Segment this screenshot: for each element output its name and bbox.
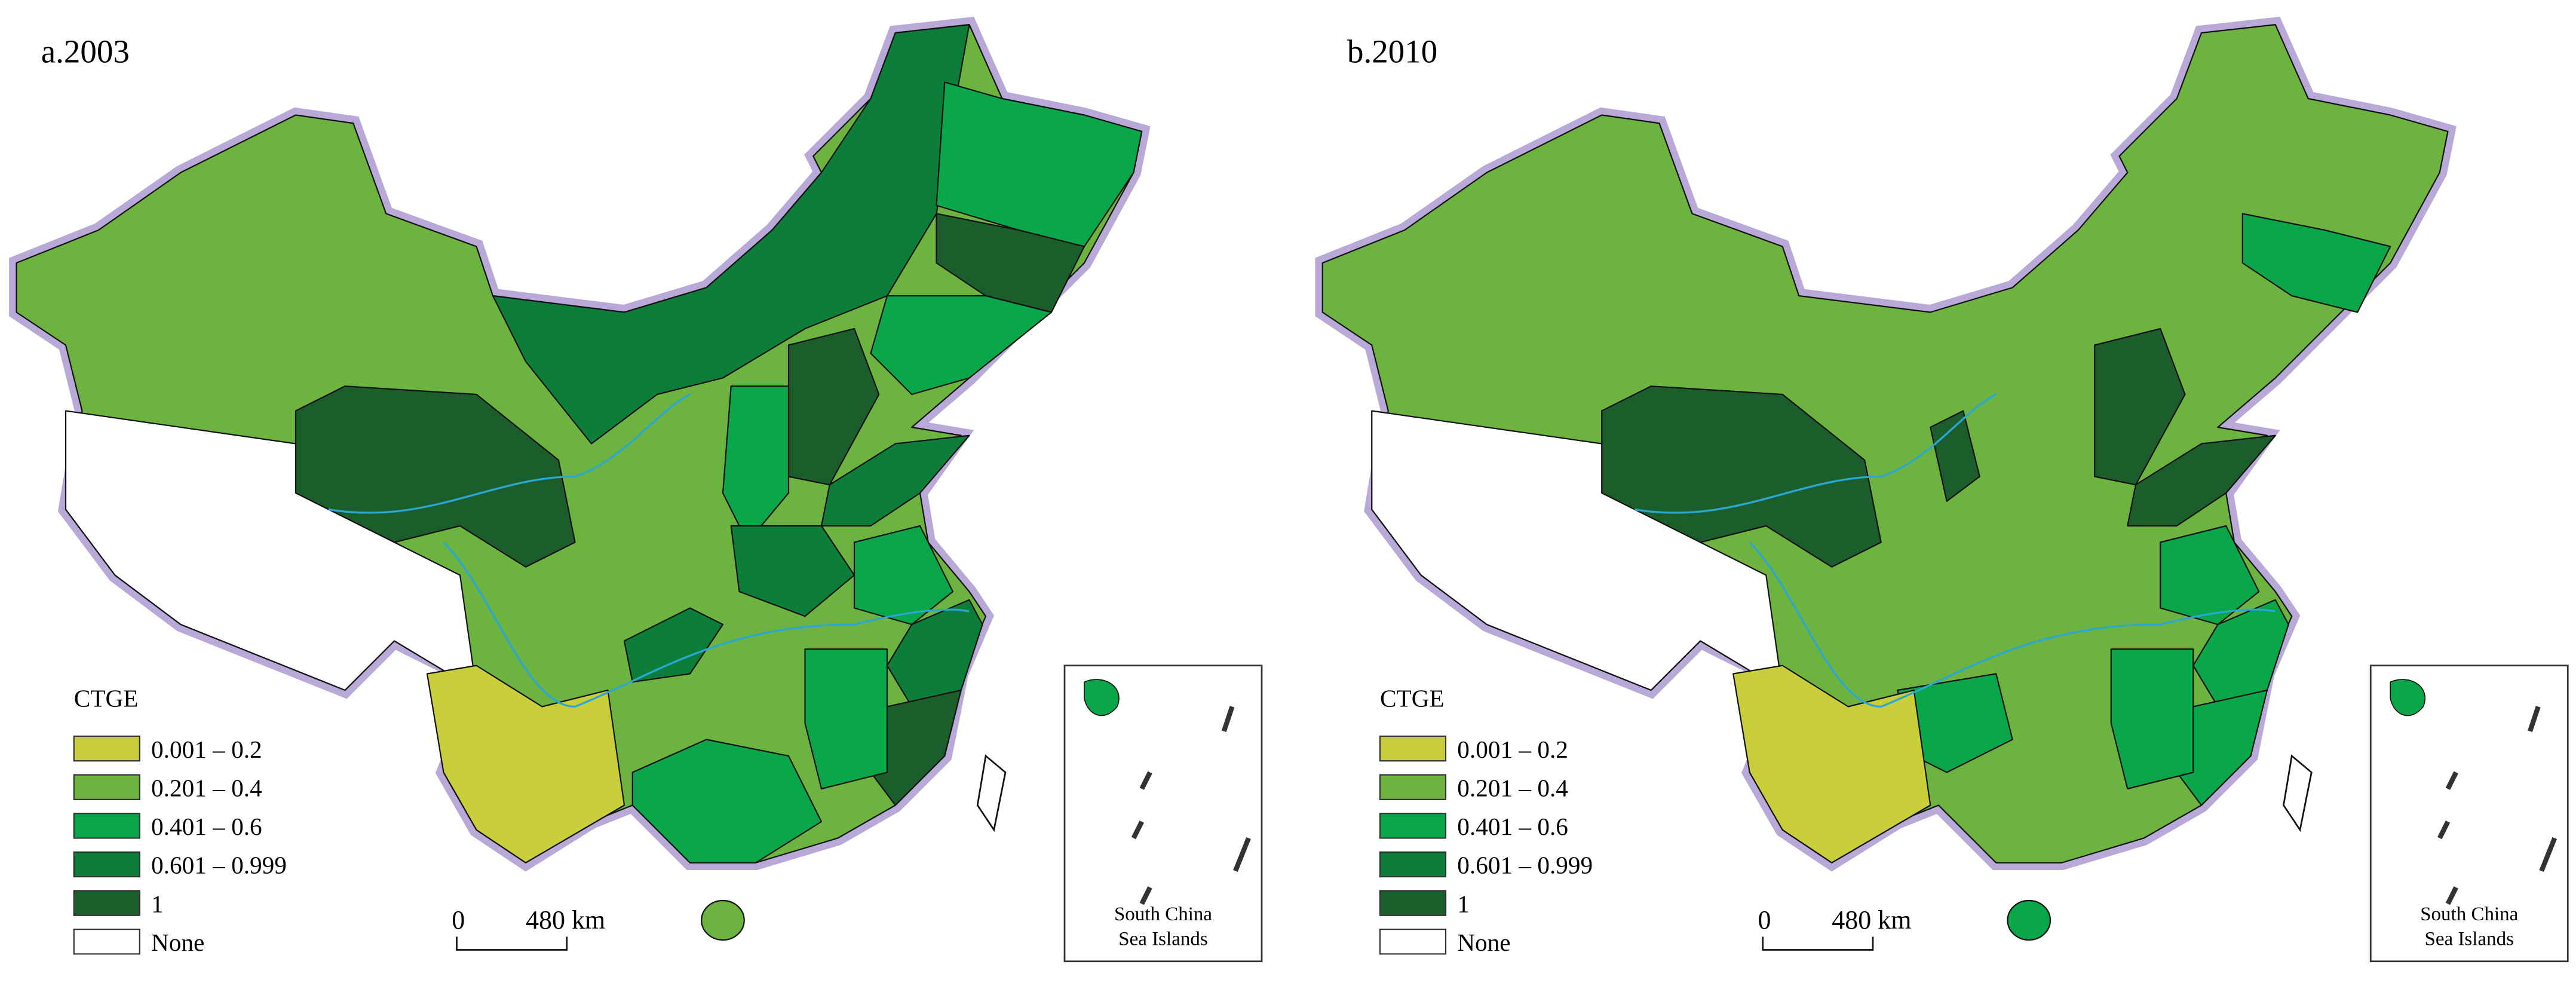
map-2010: [1323, 25, 2569, 963]
legend-label: 0.001 – 0.2: [1457, 736, 1568, 763]
legend-swatch: [1379, 735, 1447, 762]
inset-label: Sea Islands: [2425, 928, 2514, 950]
legend-swatch: [1379, 813, 1447, 839]
inset-label: South China: [2420, 904, 2518, 925]
legend-swatch: [1379, 851, 1447, 878]
panel-title: a.2003: [41, 33, 130, 70]
panel-title: b.2010: [1347, 33, 1437, 70]
legend-swatch: [73, 813, 140, 839]
legend-title: CTGE: [74, 685, 139, 712]
legend-label: 0.201 – 0.4: [151, 774, 262, 801]
scale-bar: [1762, 936, 1874, 951]
legend-label: 0.401 – 0.6: [151, 813, 262, 840]
legend-label: 1: [151, 890, 164, 917]
legend-swatch: [73, 851, 140, 878]
legend-swatch: [73, 774, 140, 800]
legend-title: CTGE: [1380, 685, 1445, 712]
legend-label: None: [151, 929, 204, 956]
legend-swatch: [73, 735, 140, 762]
legend-swatch: [73, 929, 140, 955]
map-2003: [17, 25, 1263, 963]
legend-label: 0.601 – 0.999: [1457, 852, 1593, 879]
scale-distance: 480 km: [1832, 905, 1911, 935]
legend-label: 0.601 – 0.999: [151, 852, 287, 879]
legend-label: None: [1457, 929, 1510, 956]
scale-zero: 0: [452, 905, 465, 935]
legend-label: 0.201 – 0.4: [1457, 774, 1568, 801]
legend-swatch: [1379, 774, 1447, 800]
legend-swatch: [1379, 890, 1447, 916]
scale-zero: 0: [1758, 905, 1771, 935]
legend-label: 1: [1457, 890, 1470, 917]
legend-swatch: [1379, 929, 1447, 955]
inset-label: South China: [1114, 904, 1212, 925]
scale-bar: [456, 936, 568, 951]
inset-label: Sea Islands: [1118, 928, 1207, 950]
legend-label: 0.401 – 0.6: [1457, 813, 1568, 840]
scale-distance: 480 km: [526, 905, 605, 935]
legend-swatch: [73, 890, 140, 916]
legend-label: 0.001 – 0.2: [151, 736, 262, 763]
